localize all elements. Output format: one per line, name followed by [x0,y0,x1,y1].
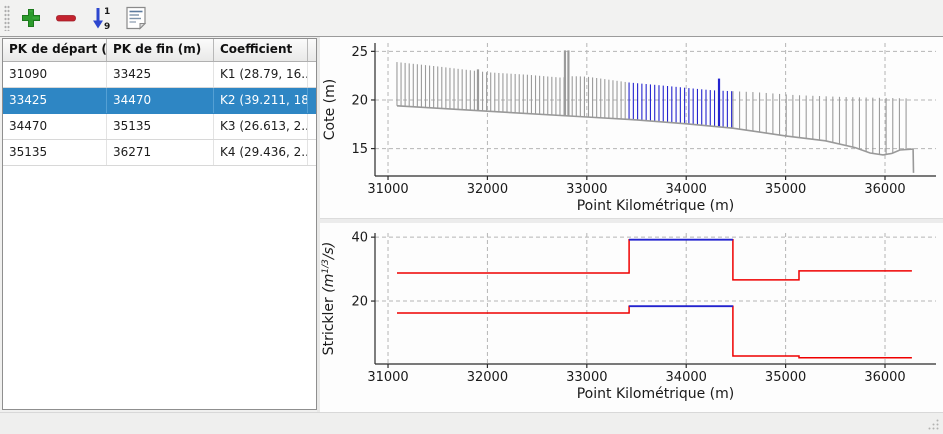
svg-text:Strickler (m1/3/s): Strickler (m1/3/s) [321,242,337,356]
cell-pk-fin[interactable]: 33425 [107,62,214,87]
cell-coefficient[interactable]: K4 (29.436, 2.... [214,140,308,165]
svg-text:36000: 36000 [864,370,905,385]
svg-text:33000: 33000 [566,370,607,385]
column-header-coefficient[interactable]: Coefficient [214,39,308,61]
sort-icon-one: 1 [104,7,110,17]
status-bar [0,412,943,434]
cote-chart: 31000 32000 33000 34000 35000 36000 15 20 25 Poin… [320,38,943,218]
sort-numeric-icon: 1 9 [93,7,110,31]
svg-text:34000: 34000 [666,182,707,197]
resize-grip[interactable] [927,418,940,431]
cell-pk-depart[interactable]: 31090 [3,62,107,87]
svg-text:31000: 31000 [367,370,408,385]
svg-text:33000: 33000 [566,182,607,197]
remove-button[interactable] [52,4,80,32]
svg-text:34000: 34000 [666,370,707,385]
table-row[interactable]: 31090 33425 K1 (28.79, 16.... [3,62,316,88]
svg-text:Cote (m): Cote (m) [322,79,338,140]
report-icon [126,6,147,30]
svg-text:32000: 32000 [467,182,508,197]
sort-button[interactable]: 1 9 [87,4,115,32]
toolbar: 1 9 [0,0,943,37]
add-button[interactable] [17,4,45,32]
cell-pk-depart[interactable]: 33425 [3,88,107,113]
svg-text:20: 20 [351,295,368,310]
sort-icon-nine: 9 [104,22,110,31]
cell-coefficient[interactable]: K1 (28.79, 16.... [214,62,308,87]
svg-text:35000: 35000 [765,370,806,385]
svg-text:36000: 36000 [864,182,905,197]
cell-pk-fin[interactable]: 36271 [107,140,214,165]
cell-pk-depart[interactable]: 35135 [3,140,107,165]
svg-text:25: 25 [351,45,368,60]
svg-text:20: 20 [351,93,368,108]
svg-text:Point Kilométrique (m): Point Kilométrique (m) [577,198,735,214]
table-body: 31090 33425 K1 (28.79, 16.... 33425 34470 K2 … [3,62,316,166]
svg-text:15: 15 [351,142,368,157]
table-header-row: PK de départ (m) PK de fin (m) Coefficie… [3,39,316,62]
column-header-pk-depart[interactable]: PK de départ (m) [3,39,107,61]
cell-coefficient[interactable]: K3 (26.613, 2.... [214,114,308,139]
svg-text:40: 40 [351,231,368,246]
cell-pk-fin[interactable]: 35135 [107,114,214,139]
svg-text:Point Kilométrique (m): Point Kilométrique (m) [577,386,735,402]
report-button[interactable] [122,4,150,32]
panel-splitter[interactable] [317,37,320,412]
charts-panel: 31000 32000 33000 34000 35000 36000 15 20 25 Poin… [320,37,943,412]
cell-coefficient[interactable]: K2 (39.211, 18... [214,88,308,113]
svg-text:31000: 31000 [367,182,408,197]
plus-icon [22,9,40,27]
column-header-pk-fin[interactable]: PK de fin (m) [107,39,214,61]
minus-icon [56,15,76,22]
table-row[interactable]: 35135 36271 K4 (29.436, 2.... [3,140,316,166]
table-row[interactable]: 34470 35135 K3 (26.613, 2.... [3,114,316,140]
strickler-chart: 31000 32000 33000 34000 35000 36000 20 40 Point … [320,222,943,412]
coefficients-table: PK de départ (m) PK de fin (m) Coefficie… [2,38,317,410]
cell-pk-depart[interactable]: 34470 [3,114,107,139]
svg-text:35000: 35000 [765,182,806,197]
svg-text:32000: 32000 [467,370,508,385]
chart-separator [320,218,943,223]
toolbar-drag-handle[interactable] [4,5,10,31]
cell-pk-fin[interactable]: 34470 [107,88,214,113]
